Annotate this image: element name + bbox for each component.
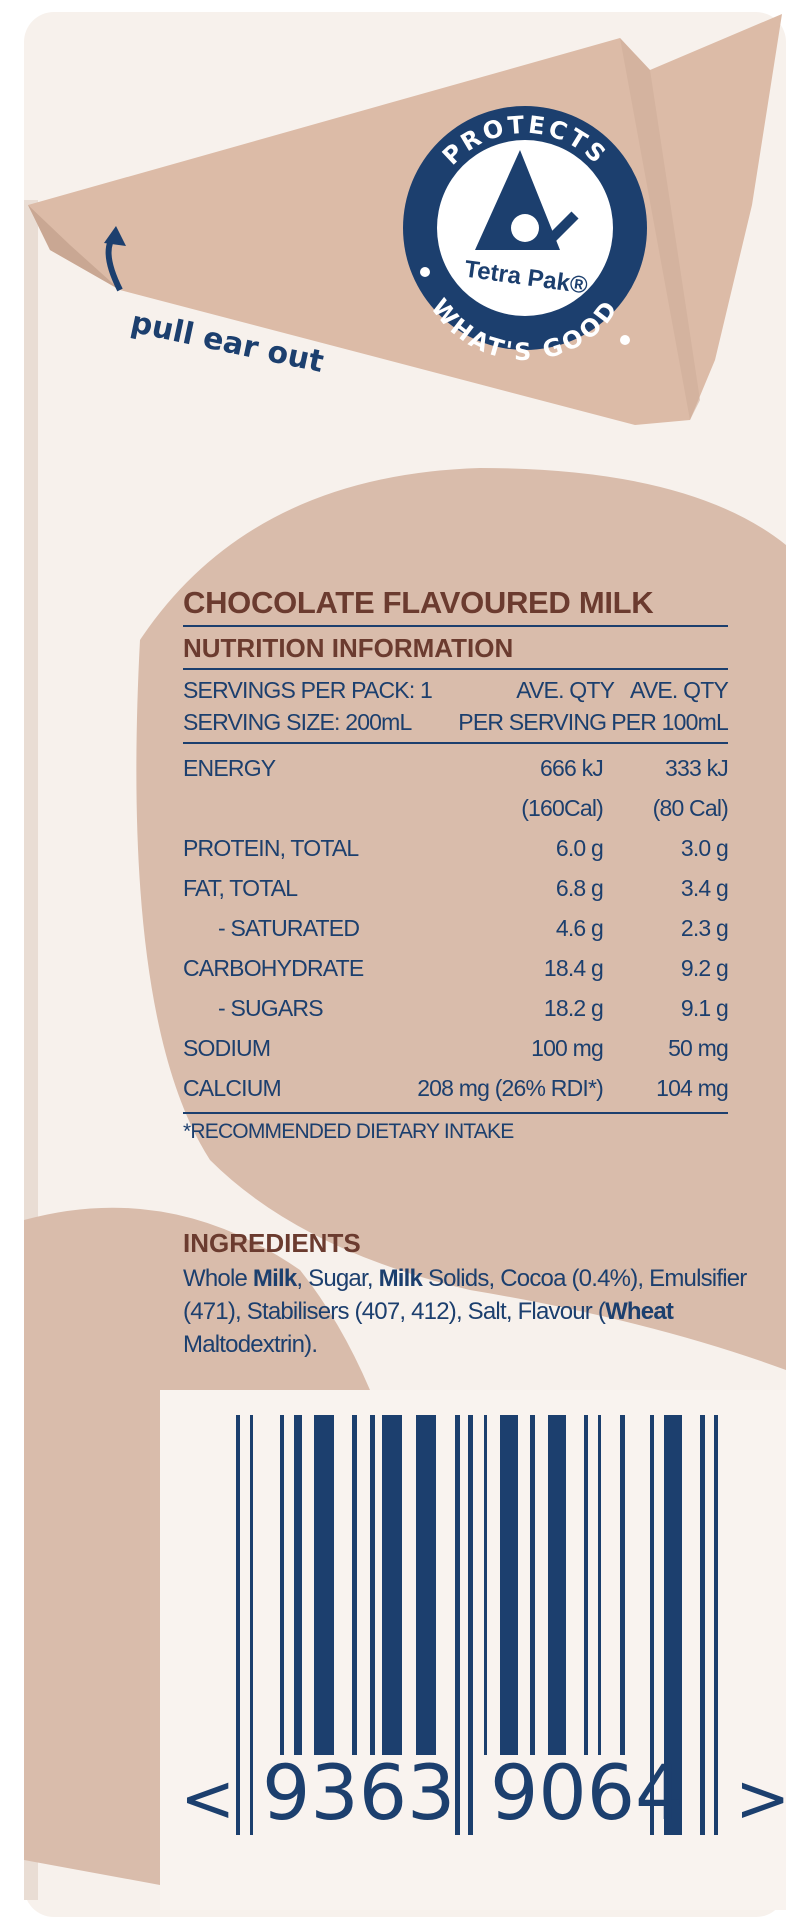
barcode-bar (314, 1415, 334, 1755)
barcode-bar (416, 1415, 436, 1755)
barcode-left-digits: 9363 (262, 1748, 456, 1837)
allergen-highlight: Milk (252, 1265, 297, 1292)
per-100ml-value: 9.1 g (680, 995, 729, 1021)
nutrition-row: PROTEIN, TOTAL 6.0 g 3.0 g (183, 828, 729, 868)
col3-header-2: PER 100mL (611, 709, 729, 735)
per-serving-value: 18.2 g (543, 995, 604, 1021)
brown-wave-shape (136, 468, 786, 1370)
nutrition-row: FAT, TOTAL 6.8 g 3.4 g (183, 868, 729, 908)
product-title: CHOCOLATE FLAVOURED MILK (183, 585, 654, 620)
nutrition-row: CALCIUM 208 mg (26% RDI*) 104 mg (183, 1068, 729, 1108)
ingredients-title: INGREDIENTS (183, 1228, 361, 1258)
nutrient-name: CARBOHYDRATE (183, 955, 364, 981)
servings-per-pack: SERVINGS PER PACK: 1 (183, 677, 433, 703)
nutrient-name: CALCIUM (183, 1075, 282, 1101)
per-serving-value: 4.6 g (555, 915, 604, 941)
barcode-bar (620, 1415, 625, 1755)
tetra-pak-logo: PROTECTS WHAT'S GOOD Tetra Pak® (403, 106, 647, 366)
nutrition-panel: CHOCOLATE FLAVOURED MILK NUTRITION INFOR… (183, 585, 729, 1144)
nutrition-row: - SATURATED 4.6 g 2.3 g (183, 908, 729, 948)
barcode-bar (664, 1415, 682, 1835)
brown-lower-shape (24, 1207, 370, 1885)
ingredient-text: Whole (183, 1265, 253, 1292)
allergen-highlight: Wheat (605, 1298, 674, 1325)
barcode-bar (598, 1415, 601, 1755)
nutrition-row: CARBOHYDRATE 18.4 g 9.2 g (183, 948, 729, 988)
barcode-bar (352, 1415, 357, 1755)
per-100ml-value: 104 mg (656, 1075, 729, 1101)
barcode-bar (468, 1415, 473, 1835)
nutrition-row: ENERGY 666 kJ 333 kJ (183, 748, 729, 788)
per-serving-value: 6.0 g (555, 835, 604, 861)
col2-header-2: PER SERVING (458, 709, 607, 735)
nutrition-row: SODIUM 100 mg 50 mg (183, 1028, 729, 1068)
per-100ml-value: 9.2 g (680, 955, 729, 981)
divider (183, 625, 728, 627)
barcode-left-mark: < (180, 1760, 236, 1837)
barcode-right-digits: 9064 (490, 1748, 684, 1837)
barcode-bar (250, 1415, 253, 1835)
nutrient-name: SODIUM (183, 1035, 271, 1061)
per-serving-value: 100 mg (531, 1035, 604, 1061)
ingredient-text: Solids, Cocoa (0.4%), Emulsifier (471), … (183, 1265, 747, 1325)
barcode-bar (382, 1415, 402, 1755)
ingredients-text: Whole Milk, Sugar, Milk Solids, Cocoa (0… (183, 1262, 773, 1361)
barcode-bar (370, 1415, 375, 1755)
barcode-right-mark: > (735, 1760, 791, 1837)
barcode-bar (650, 1415, 654, 1835)
per-100ml-value: 50 mg (668, 1035, 729, 1061)
per-serving-value: 6.8 g (555, 875, 604, 901)
per-100ml-value: 333 kJ (665, 755, 729, 781)
allergen-highlight: Milk (378, 1265, 423, 1292)
col3-header: AVE. QTY (630, 677, 729, 703)
barcode-bars (236, 1415, 718, 1835)
barcode-bar (714, 1415, 718, 1835)
footnote: *RECOMMENDED DIETARY INTAKE (183, 1120, 514, 1143)
per-serving-value: (160Cal) (521, 795, 604, 821)
barcode-bar (484, 1415, 487, 1755)
barcode-bar (584, 1415, 588, 1755)
nutrient-name (183, 788, 403, 828)
nutrition-row: (160Cal) (80 Cal) (183, 788, 729, 828)
per-serving-value: 18.4 g (543, 955, 604, 981)
per-100ml-value: 2.3 g (680, 915, 729, 941)
barcode-bar (548, 1415, 566, 1755)
serving-size: SERVING SIZE: 200mL (183, 709, 412, 735)
barcode-bar (530, 1415, 535, 1755)
per-100ml-value: 3.0 g (680, 835, 729, 861)
ingredient-text: , Sugar, (296, 1265, 379, 1292)
per-100ml-value: (80 Cal) (652, 795, 729, 821)
nutrient-name: FAT, TOTAL (183, 875, 298, 901)
barcode-bar (236, 1415, 240, 1835)
arrow-head (104, 226, 126, 246)
nutrition-rows: ENERGY 666 kJ 333 kJ (160Cal) (80 Cal) PROTEI… (183, 748, 729, 1108)
per-serving-value: 666 kJ (540, 755, 604, 781)
barcode-bar (294, 1415, 302, 1755)
barcode-bar (280, 1415, 284, 1755)
barcode-bar (700, 1415, 705, 1835)
divider (183, 742, 728, 744)
nutrient-name: PROTEIN, TOTAL (183, 835, 359, 861)
col2-header: AVE. QTY (516, 677, 615, 703)
per-serving-value: 208 mg (26% RDI*) (417, 1075, 604, 1101)
barcode-bar (455, 1415, 460, 1835)
divider (183, 1112, 728, 1114)
nutrition-row: - SUGARS 18.2 g 9.1 g (183, 988, 729, 1028)
barcode-bar (500, 1415, 518, 1755)
per-100ml-value: 3.4 g (680, 875, 729, 901)
nutrient-name: - SATURATED (218, 915, 360, 941)
divider (183, 668, 728, 670)
nutrient-name: ENERGY (183, 755, 276, 781)
flap-fold (620, 38, 700, 420)
nutrition-header: SERVINGS PER PACK: 1 AVE. QTY AVE. QTY SER… (183, 674, 729, 738)
nutrient-name: - SUGARS (218, 995, 324, 1021)
nutrition-title: NUTRITION INFORMATION (183, 633, 514, 663)
ingredient-text: Maltodextrin). (183, 1331, 318, 1358)
